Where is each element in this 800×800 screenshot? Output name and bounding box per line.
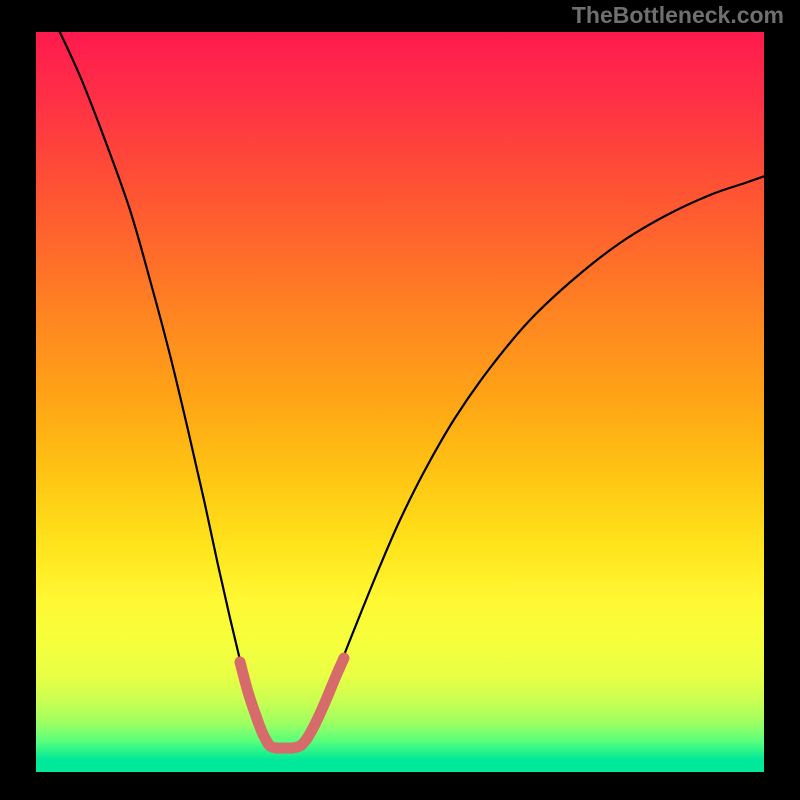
green-bottom-strip (36, 760, 764, 772)
plot-gradient-background (36, 32, 764, 760)
bottleneck-chart (0, 0, 800, 800)
watermark-text: TheBottleneck.com (572, 2, 784, 29)
